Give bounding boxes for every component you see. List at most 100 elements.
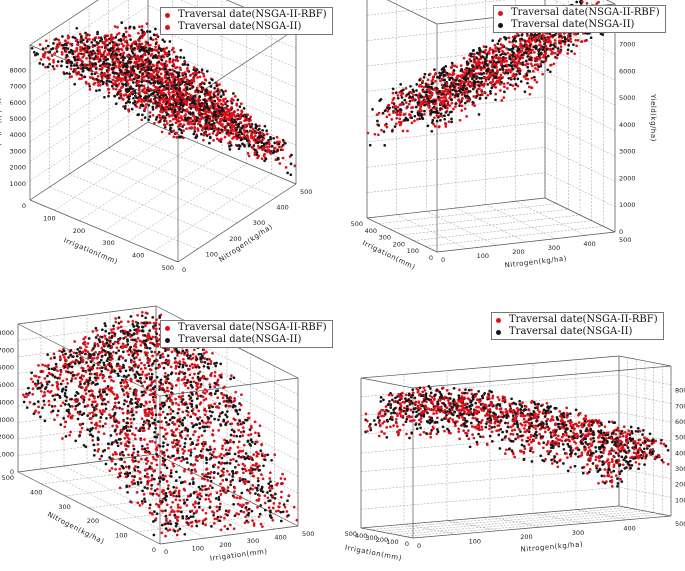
data-point-nsga (181, 63, 185, 66)
data-point-rbf (39, 58, 43, 61)
data-point-rbf (202, 88, 206, 92)
data-point-rbf (171, 113, 175, 117)
data-point-nsga (61, 387, 65, 391)
data-point-rbf (243, 125, 247, 129)
data-point-rbf (79, 423, 82, 427)
data-point-rbf (66, 382, 70, 385)
data-point-rbf (92, 38, 95, 41)
chart-panel-top-right: 0100020003000400050006000700080000100200… (343, 0, 685, 285)
data-point-nsga (472, 75, 476, 79)
data-point-nsga (213, 94, 216, 98)
data-point-rbf (468, 57, 472, 61)
data-point-rbf (133, 55, 137, 59)
data-point-nsga (209, 96, 213, 99)
data-point-nsga (150, 92, 153, 96)
data-point-rbf (71, 370, 74, 374)
data-point-nsga (165, 70, 169, 74)
data-point-rbf (253, 131, 256, 135)
data-point-nsga (182, 108, 185, 112)
data-point-rbf (505, 59, 509, 63)
data-point-nsga (290, 153, 293, 157)
data-point-rbf (472, 56, 476, 59)
data-point-nsga (47, 380, 51, 384)
data-point-nsga (85, 66, 89, 70)
data-point-nsga (114, 102, 118, 106)
data-point-rbf (175, 136, 179, 139)
data-point-rbf (109, 375, 113, 379)
data-point-nsga (480, 77, 483, 80)
data-point-rbf (366, 131, 370, 135)
data-point-nsga (225, 131, 229, 134)
data-point-rbf (67, 35, 71, 39)
data-point-nsga (114, 462, 117, 466)
data-point-rbf (178, 93, 182, 97)
data-point-nsga (60, 350, 64, 354)
data-point-rbf (110, 328, 113, 332)
data-point-rbf (458, 99, 461, 103)
data-point-rbf (82, 374, 85, 378)
data-point-nsga (443, 117, 447, 121)
data-point-rbf (119, 56, 123, 60)
data-point-rbf (457, 86, 460, 90)
data-point-rbf (207, 127, 210, 131)
data-point-nsga (27, 386, 30, 390)
data-point-rbf (185, 127, 188, 131)
data-point-nsga (80, 36, 83, 40)
data-point-nsga (51, 394, 55, 398)
data-point-nsga (69, 48, 73, 52)
data-point-nsga (67, 408, 70, 412)
data-point-rbf (275, 135, 279, 139)
data-point-rbf (55, 64, 59, 68)
data-point-rbf (106, 87, 110, 91)
data-point-rbf (211, 131, 215, 135)
wall-gridline (29, 0, 128, 65)
data-point-rbf (84, 36, 88, 40)
data-point-rbf (277, 145, 281, 149)
data-point-rbf (529, 62, 533, 66)
data-point-nsga (63, 72, 66, 76)
data-point-rbf (87, 398, 91, 401)
data-point-nsga (176, 75, 180, 78)
data-point-rbf (507, 68, 511, 72)
data-point-rbf (80, 426, 84, 430)
data-point-nsga (71, 52, 75, 56)
data-point-rbf (505, 46, 508, 50)
data-point-rbf (505, 65, 509, 68)
data-point-rbf (196, 122, 200, 126)
data-point-rbf (575, 44, 578, 48)
data-point-rbf (494, 81, 497, 85)
data-point-nsga (424, 84, 428, 88)
data-point-rbf (502, 51, 505, 54)
data-point-nsga (556, 53, 559, 57)
data-point-nsga (241, 114, 245, 118)
data-point-nsga (108, 339, 112, 343)
data-point-rbf (430, 91, 434, 95)
data-point-nsga (473, 79, 476, 83)
data-point-nsga (286, 171, 289, 175)
data-point-rbf (375, 113, 379, 117)
data-point-nsga (409, 84, 412, 88)
data-point-rbf (112, 327, 115, 331)
data-point-rbf (235, 103, 239, 107)
data-point-nsga (115, 72, 119, 75)
data-point-nsga (104, 329, 108, 333)
data-point-nsga (509, 61, 513, 65)
data-point-nsga (168, 123, 172, 127)
data-point-rbf (137, 99, 140, 102)
data-point-nsga (121, 450, 124, 454)
data-point-rbf (200, 128, 204, 132)
data-point-rbf (154, 76, 158, 80)
data-point-nsga (485, 53, 489, 57)
data-point-rbf (58, 355, 62, 359)
data-point-rbf (453, 64, 457, 68)
data-point-nsga (192, 132, 196, 136)
data-point-rbf (460, 104, 464, 108)
data-point-rbf (160, 130, 164, 134)
data-point-rbf (429, 94, 433, 98)
data-point-rbf (101, 411, 104, 415)
data-point-nsga (257, 127, 261, 131)
data-point-nsga (106, 384, 110, 388)
data-point-rbf (161, 88, 165, 92)
data-point-rbf (438, 102, 442, 105)
data-point-rbf (115, 346, 119, 350)
